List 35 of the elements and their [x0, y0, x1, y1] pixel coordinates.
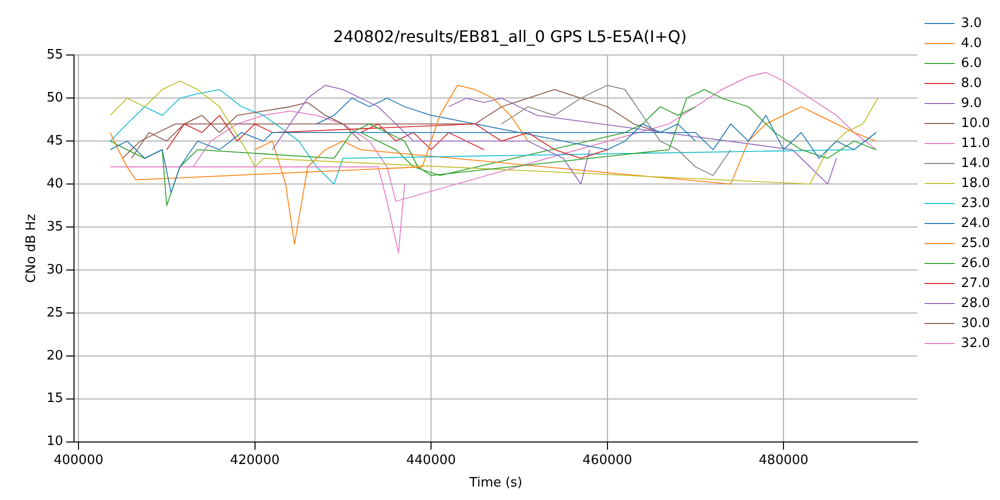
- legend-label: 3.0: [961, 16, 982, 31]
- x-tick-label: 480000: [758, 452, 808, 468]
- x-axis-title: Time (s): [468, 476, 522, 491]
- legend-label: 30.0: [961, 316, 990, 331]
- y-tick-label: 45: [46, 133, 64, 148]
- y-axis-title: CNo dB Hz: [24, 214, 40, 283]
- legend-label: 10.0: [961, 116, 990, 131]
- legend-label: 18.0: [961, 176, 990, 191]
- y-tick-label: 55: [46, 48, 64, 63]
- y-tick-label: 35: [46, 219, 64, 234]
- y-tick-label: 40: [46, 176, 64, 192]
- y-tick-label: 50: [46, 90, 64, 106]
- legend-label: 9.0: [961, 96, 982, 111]
- legend-label: 28.0: [961, 296, 990, 311]
- y-tick-label: 25: [46, 305, 64, 320]
- legend-label: 6.0: [961, 56, 982, 71]
- x-tick-label: 420000: [230, 452, 280, 468]
- y-tick-label: 15: [46, 391, 64, 406]
- x-tick-label: 400000: [54, 452, 104, 468]
- x-tick-label: 460000: [582, 452, 632, 468]
- legend-label: 14.0: [961, 156, 990, 171]
- legend-label: 27.0: [961, 276, 990, 291]
- x-tick-label: 440000: [406, 452, 456, 468]
- y-tick-label: 20: [46, 348, 64, 364]
- legend-label: 8.0: [961, 76, 982, 91]
- legend-label: 11.0: [961, 136, 990, 151]
- legend-label: 25.0: [961, 236, 990, 251]
- legend-label: 26.0: [961, 256, 990, 271]
- legend-label: 23.0: [961, 196, 990, 211]
- y-tick-label: 30: [46, 262, 64, 278]
- y-tick-label: 10: [46, 434, 64, 450]
- legend-label: 32.0: [961, 336, 990, 351]
- legend-label: 24.0: [961, 216, 990, 231]
- chart-title: 240802/results/EB81_all_0 GPS L5-E5A(I+Q): [333, 26, 687, 46]
- legend-label: 4.0: [961, 36, 982, 51]
